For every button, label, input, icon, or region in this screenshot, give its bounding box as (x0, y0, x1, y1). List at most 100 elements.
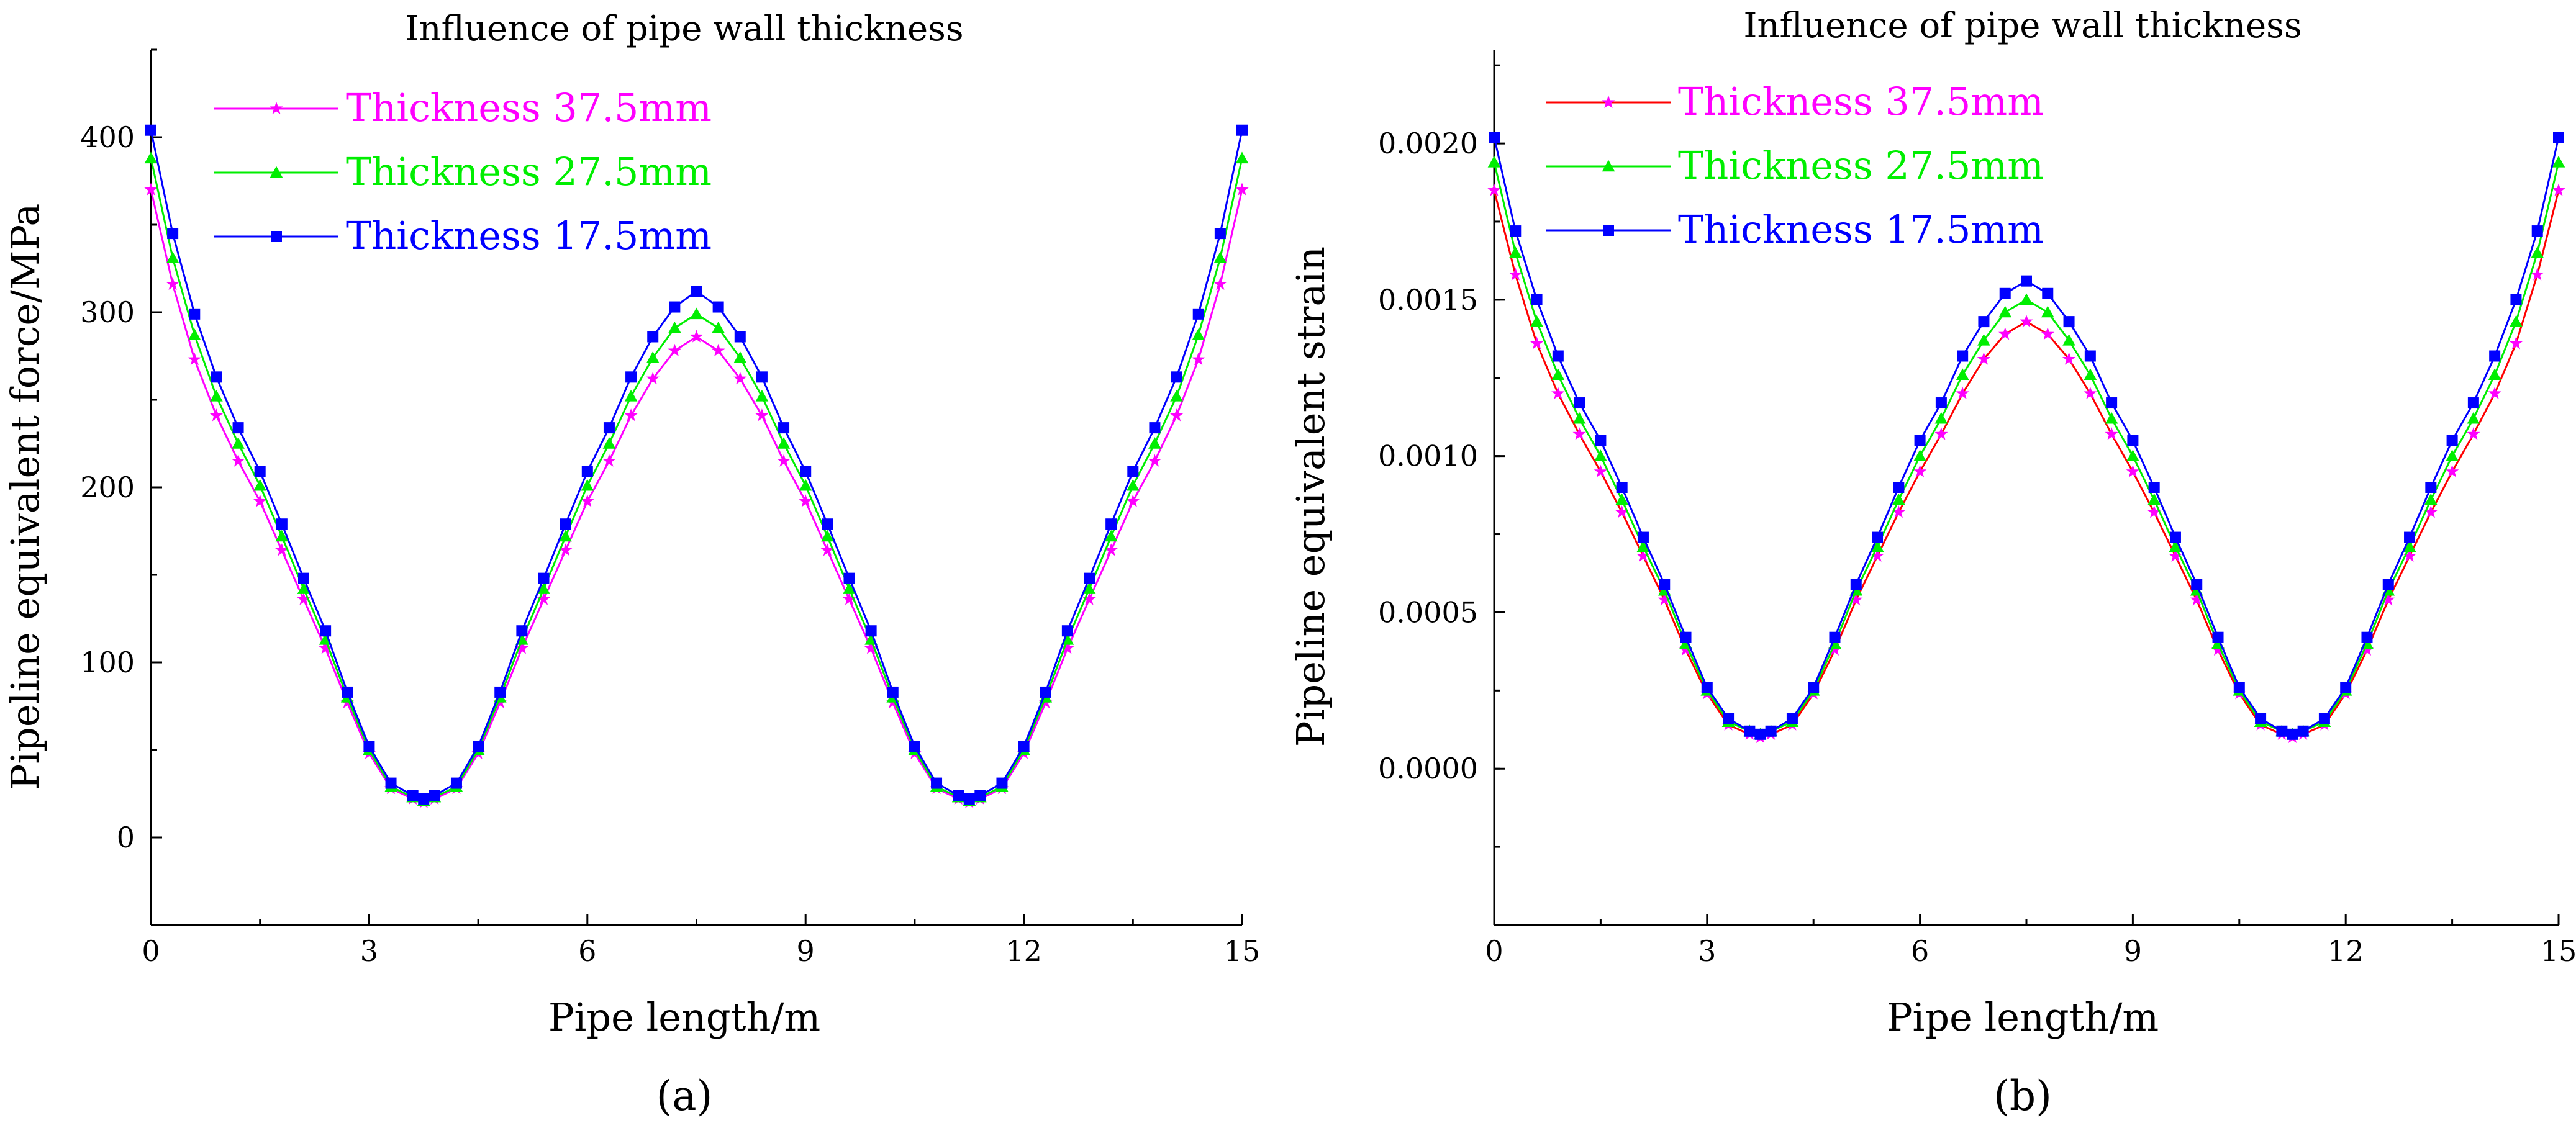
data-point (1236, 124, 1248, 136)
legend-marker (270, 166, 283, 178)
data-point (2042, 287, 2054, 299)
data-point (2467, 427, 2480, 440)
data-point (1765, 725, 1777, 737)
data-point (1018, 741, 1030, 752)
data-point (297, 572, 309, 584)
data-point (1829, 631, 1841, 643)
data-point (1892, 505, 1905, 518)
data-point (189, 308, 201, 320)
x-tick-label: 6 (1911, 934, 1929, 968)
series-square (145, 124, 1248, 805)
data-point (2147, 493, 2161, 505)
data-point (1956, 386, 1969, 399)
data-point (2233, 682, 2245, 693)
data-point (275, 543, 289, 556)
x-axis-title: Pipe length/m (548, 994, 820, 1040)
data-point (602, 437, 616, 449)
data-point (2488, 386, 2501, 399)
data-point (2147, 505, 2161, 518)
data-point (2084, 386, 2097, 399)
data-point (1658, 593, 1671, 606)
data-point (2340, 682, 2352, 693)
y-tick-label: 0.0010 (1378, 440, 1478, 473)
data-point (1105, 518, 1117, 530)
data-point (689, 330, 704, 343)
data-point (211, 371, 222, 383)
data-point (646, 371, 660, 385)
data-point (1171, 371, 1182, 383)
data-point (2467, 397, 2479, 409)
data-point (799, 494, 812, 507)
data-point (275, 530, 289, 542)
data-point (1680, 631, 1692, 643)
x-tick-label: 15 (1224, 934, 1261, 968)
data-point (887, 686, 899, 698)
data-point (559, 530, 573, 542)
data-point (2446, 449, 2459, 461)
data-point (800, 466, 812, 477)
data-point (209, 408, 224, 422)
data-point (319, 641, 332, 654)
x-tick-label: 3 (360, 934, 378, 968)
data-point (559, 543, 573, 556)
data-point (820, 543, 834, 556)
data-point (2041, 305, 2054, 318)
data-point (2041, 327, 2054, 340)
data-point (1723, 713, 1735, 724)
data-point (1169, 408, 1184, 422)
data-point (516, 625, 528, 637)
chart-b: Influence of pipe wall thickness 0 3 6 9 12 1… (1288, 6, 2576, 1120)
data-point (581, 494, 594, 507)
data-point (2062, 333, 2075, 346)
data-point (603, 422, 615, 434)
data-point (1213, 277, 1227, 290)
data-point (602, 454, 616, 467)
data-point (254, 466, 266, 477)
data-point (1934, 412, 1948, 424)
y-tick-label: 200 (80, 471, 135, 504)
legend-label: Thickness 37.5mm (346, 85, 712, 130)
data-point (2382, 579, 2394, 590)
data-point (733, 351, 747, 363)
data-point (1594, 449, 1607, 461)
y-axis-title: Pipeline equivalent force/MPa (2, 204, 48, 790)
legend-marker (1602, 160, 1615, 172)
data-point (1892, 493, 1905, 505)
data-point (1530, 315, 1543, 327)
data-point (1828, 643, 1842, 656)
data-point (1595, 435, 1607, 446)
data-point (1082, 582, 1096, 594)
data-point (1957, 350, 1969, 362)
data-point (777, 437, 791, 449)
data-point (537, 582, 550, 594)
data-point (188, 352, 201, 366)
data-point (843, 572, 855, 584)
data-point (2360, 643, 2374, 656)
data-point (1148, 437, 1161, 449)
data-point (473, 741, 484, 752)
data-point (2084, 368, 2097, 380)
x-axis-title: Pipe length/m (1887, 994, 2159, 1040)
data-point (2552, 183, 2565, 196)
data-point (1192, 308, 1204, 320)
data-point (1744, 725, 1756, 737)
data-point (1616, 482, 1628, 493)
x-tick-label: 0 (1485, 934, 1503, 968)
data-point (2404, 531, 2416, 543)
data-point (166, 277, 179, 290)
data-point (2553, 132, 2564, 143)
data-point (2297, 725, 2309, 737)
data-point (756, 371, 768, 383)
data-point (2105, 412, 2118, 424)
data-point (2190, 593, 2203, 606)
data-point (1871, 549, 1884, 562)
data-point (1084, 572, 1095, 584)
data-point (2552, 155, 2565, 168)
data-point (1977, 352, 1991, 365)
data-point (1126, 479, 1140, 491)
data-point (494, 686, 506, 698)
data-point (1104, 543, 1118, 556)
y-tick-label: 0.0000 (1378, 752, 1478, 785)
data-point (2276, 725, 2288, 737)
